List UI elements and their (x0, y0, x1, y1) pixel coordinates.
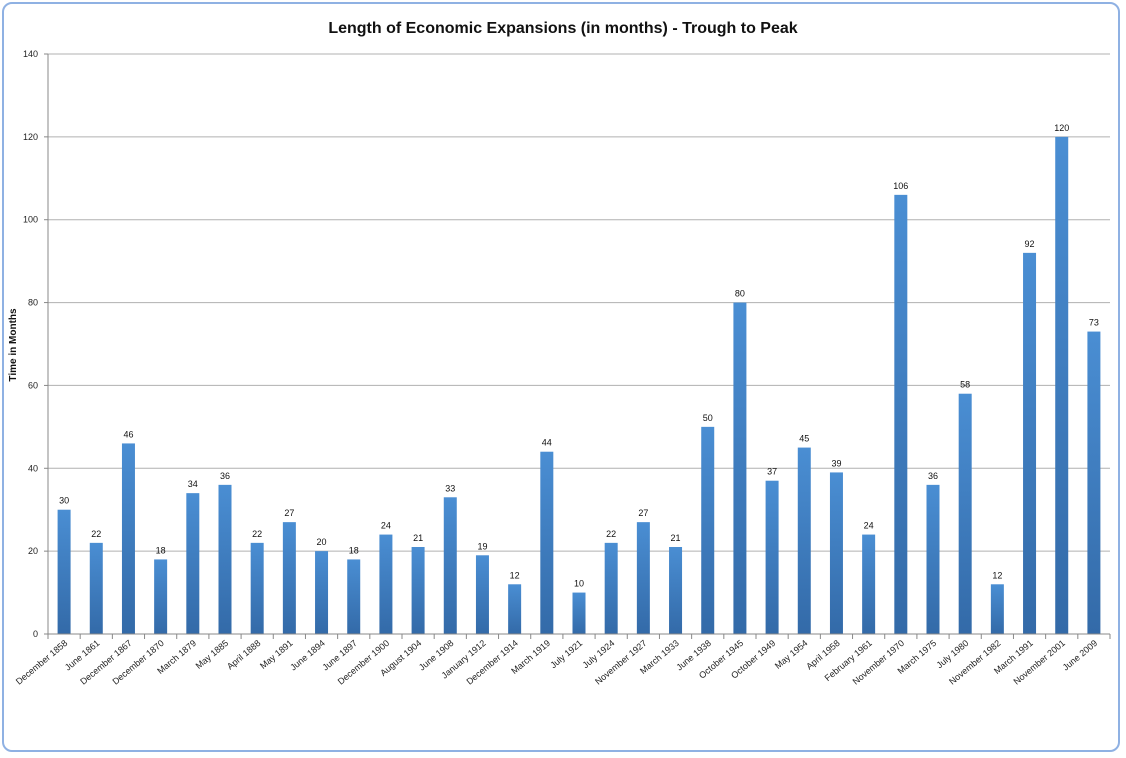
data-label: 36 (928, 471, 938, 481)
bar (862, 534, 876, 634)
gridlines (48, 53, 1110, 552)
x-tick-label: April 1888 (225, 638, 262, 672)
bar (669, 547, 683, 634)
bar (154, 559, 168, 634)
data-label: 24 (864, 521, 874, 531)
data-label: 45 (799, 434, 809, 444)
data-label: 20 (317, 537, 327, 547)
y-tick-label: 20 (28, 546, 38, 556)
data-label: 27 (284, 508, 294, 518)
data-label: 10 (574, 579, 584, 589)
bar (250, 542, 264, 634)
bar (315, 551, 329, 634)
data-label: 34 (188, 479, 198, 489)
bar (572, 592, 586, 634)
data-label: 22 (606, 529, 616, 539)
bar (121, 443, 135, 634)
bar (186, 493, 200, 634)
data-label: 19 (477, 541, 487, 551)
bar (89, 542, 103, 634)
data-label: 22 (252, 529, 262, 539)
data-label: 12 (992, 570, 1002, 580)
data-label: 44 (542, 438, 552, 448)
y-tick-label: 100 (23, 215, 38, 225)
data-label: 12 (510, 570, 520, 580)
bar (1087, 331, 1101, 634)
bar (475, 555, 489, 634)
bar (636, 522, 650, 634)
y-tick-label: 140 (23, 49, 38, 59)
bar (1023, 252, 1037, 634)
y-tick-label: 80 (28, 298, 38, 308)
bar (508, 584, 522, 634)
bar (765, 480, 779, 634)
bar (958, 393, 972, 634)
bar (797, 447, 811, 634)
data-label: 22 (91, 529, 101, 539)
y-tick-label: 60 (28, 380, 38, 390)
bar (540, 451, 554, 634)
bar (1055, 136, 1069, 634)
bar (829, 472, 843, 634)
data-label: 106 (893, 181, 908, 191)
bar (347, 559, 361, 634)
y-tick-label: 0 (33, 629, 38, 639)
y-axis-title: Time in Months (8, 308, 19, 382)
x-tick-label: May 1954 (773, 638, 810, 671)
data-label: 120 (1054, 123, 1069, 133)
data-label: 33 (445, 483, 455, 493)
x-tick-label: June 2009 (1061, 638, 1100, 673)
bar (379, 534, 393, 634)
bar (411, 547, 425, 634)
data-label: 39 (831, 458, 841, 468)
x-axis-ticks (47, 634, 1111, 639)
bar (604, 542, 618, 634)
y-tick-label: 40 (28, 463, 38, 473)
data-label: 58 (960, 380, 970, 390)
data-label: 30 (59, 496, 69, 506)
bars (57, 136, 1101, 634)
data-label: 18 (349, 545, 359, 555)
bar (894, 194, 908, 634)
x-tick-label: June 1894 (288, 638, 327, 673)
bar (701, 426, 715, 634)
data-label: 46 (123, 429, 133, 439)
data-label: 21 (413, 533, 423, 543)
chart-title: Length of Economic Expansions (in months… (328, 20, 797, 37)
data-label: 21 (671, 533, 681, 543)
x-tick-label: July 1921 (548, 638, 584, 670)
bar (733, 302, 747, 634)
data-label: 37 (767, 467, 777, 477)
bar (926, 484, 940, 634)
y-axis-ticks: 0 20 40 60 80 100 120 140 (23, 49, 48, 639)
x-tick-label: December 1858 (14, 638, 69, 687)
bar (443, 497, 457, 634)
data-label: 73 (1089, 318, 1099, 328)
bar (57, 509, 71, 634)
data-label: 80 (735, 289, 745, 299)
data-label: 24 (381, 521, 391, 531)
bar (282, 522, 296, 634)
bar (218, 484, 232, 634)
data-label: 18 (156, 545, 166, 555)
data-label: 36 (220, 471, 230, 481)
data-labels: 30 22 46 18 34 36 22 27 20 18 24 21 33 19 12 44 10 22 27 21… (59, 123, 1099, 589)
data-label: 92 (1025, 239, 1035, 249)
x-tick-label: May 1885 (194, 638, 231, 671)
y-tick-label: 120 (23, 132, 38, 142)
data-label: 27 (638, 508, 648, 518)
data-label: 50 (703, 413, 713, 423)
bar (990, 584, 1004, 634)
